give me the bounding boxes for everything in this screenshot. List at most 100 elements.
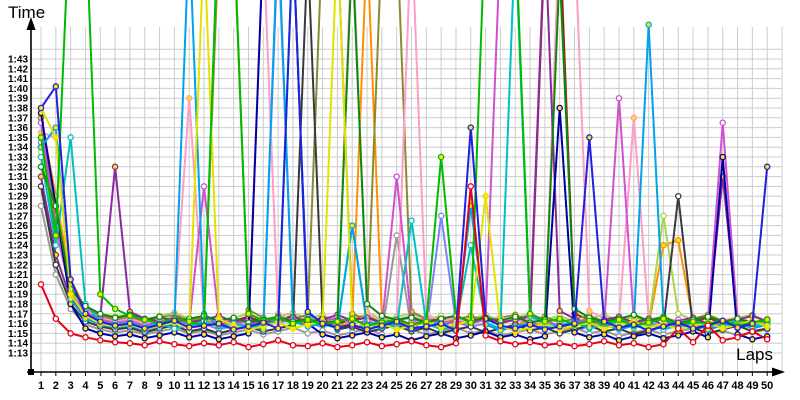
data-point-violet: [615, 94, 623, 102]
data-point-blue: [156, 321, 163, 328]
x-tick-label: 3: [68, 380, 74, 392]
y-tick-label: 1:21: [8, 270, 28, 281]
y-axis-arrow-icon: [26, 17, 36, 30]
series-line-navy: [40, 0, 769, 342]
data-point-pink: [185, 94, 193, 102]
data-point-teal: [67, 134, 74, 141]
data-point-red: [541, 341, 549, 349]
data-point-navy: [215, 336, 223, 343]
x-tick-label: 45: [687, 380, 699, 392]
x-tick-label: 49: [746, 380, 758, 392]
data-point-red: [497, 337, 504, 345]
x-tick-label: 18: [287, 380, 299, 392]
x-tick-label: 43: [657, 380, 669, 392]
x-tick-label: 20: [316, 380, 328, 392]
x-tick-label: 6: [112, 380, 118, 392]
data-point-black: [215, 330, 223, 337]
data-point-red: [171, 340, 178, 348]
data-point-red: [215, 341, 223, 349]
data-point-purple: [556, 307, 563, 315]
data-point-blue: [541, 326, 549, 333]
data-point-yellowgreen: [675, 310, 682, 318]
data-point-red: [97, 337, 104, 344]
x-tick-label: 36: [554, 380, 566, 392]
data-point-navy: [230, 333, 237, 340]
data-point-black: [675, 192, 682, 200]
x-tick-label: 1: [38, 380, 44, 392]
y-tick-label: 1:40: [8, 84, 28, 95]
data-point-blue: [630, 321, 638, 328]
data-point-red: [156, 337, 163, 345]
data-point-darkgreen: [630, 311, 638, 319]
x-tick-label: 26: [405, 380, 417, 392]
data-point-red: [467, 183, 475, 190]
data-point-yellowgreen: [660, 212, 667, 220]
y-tick-label: 1:28: [8, 202, 28, 213]
data-point-blue: [408, 325, 415, 332]
data-point-navy: [541, 333, 549, 340]
data-point-green: [348, 315, 356, 322]
data-point-violet: [200, 183, 208, 190]
data-point-red: [378, 342, 386, 350]
data-point-navy: [200, 331, 208, 338]
data-point-green: [185, 318, 193, 325]
data-point-navy: [556, 104, 563, 112]
x-tick-label: 48: [731, 380, 743, 392]
data-point-blue: [571, 320, 578, 327]
data-point-yellow: [393, 326, 400, 333]
data-point-blue: [378, 322, 386, 329]
data-point-pink: [586, 307, 593, 315]
data-point-navy: [423, 333, 430, 340]
y-tick-label: 1:19: [8, 290, 28, 301]
y-tick-label: 1:22: [8, 260, 28, 271]
data-point-red: [600, 337, 608, 345]
data-point-blue: [586, 134, 593, 141]
y-tick-label: 1:30: [8, 182, 28, 193]
x-tick-label: 35: [539, 380, 551, 392]
data-point-orange: [675, 237, 682, 244]
data-point-blue: [511, 325, 519, 332]
y-tick-label: 1:16: [8, 319, 28, 330]
data-point-black: [37, 183, 45, 190]
data-point-red: [437, 343, 445, 351]
data-point-navy: [630, 333, 638, 340]
data-point-blue: [245, 323, 252, 330]
data-point-green: [586, 317, 593, 324]
data-point-blue: [645, 327, 652, 334]
data-point-green: [467, 319, 475, 326]
y-tick-label: 1:37: [8, 113, 28, 124]
data-point-red: [230, 338, 237, 346]
x-tick-label: 19: [302, 380, 314, 392]
data-point-red: [734, 334, 741, 341]
data-point-green: [141, 316, 148, 323]
data-point-blue: [437, 320, 445, 327]
data-point-green: [541, 318, 549, 325]
data-point-darkgreen: [230, 314, 237, 321]
y-tick-label: 1:24: [8, 241, 28, 252]
data-point-navy: [319, 331, 326, 338]
data-point-blue: [363, 326, 371, 333]
data-point-darkgreen: [408, 314, 415, 321]
data-point-navy: [82, 325, 89, 332]
data-point-green: [763, 316, 771, 323]
data-point-blue: [660, 323, 667, 330]
data-point-orange: [660, 241, 667, 249]
x-tick-label: 46: [702, 380, 714, 392]
x-tick-label: 40: [613, 380, 625, 392]
data-point-green: [526, 310, 534, 318]
data-point-blue: [82, 310, 89, 318]
data-point-blue: [675, 319, 682, 326]
data-point-red: [511, 340, 519, 348]
x-tick-label: 15: [242, 380, 254, 392]
data-point-red: [363, 338, 371, 346]
data-point-navy: [156, 332, 163, 339]
data-point-navy: [378, 334, 386, 341]
data-point-red: [749, 328, 756, 335]
data-point-green: [556, 315, 563, 322]
data-point-darkgreen: [111, 314, 119, 321]
data-point-black: [52, 261, 60, 269]
y-tick-label: 1:39: [8, 94, 28, 105]
data-point-red: [319, 339, 326, 347]
data-point-red: [334, 343, 341, 351]
y-tick-label: 1:18: [8, 300, 28, 311]
